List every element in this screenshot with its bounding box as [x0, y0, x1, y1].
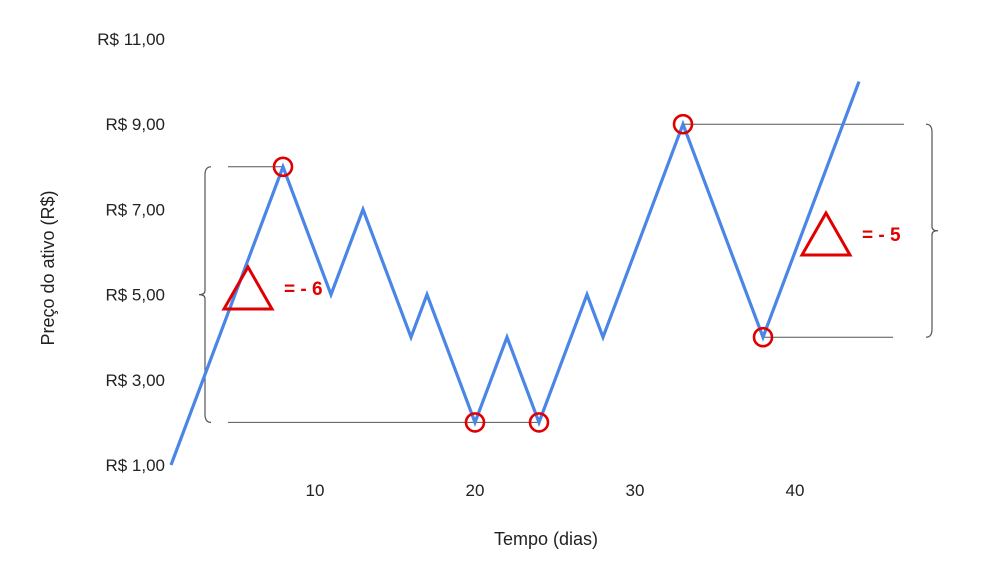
- delta-label: = - 5: [862, 225, 901, 246]
- highlight-markers: [272, 113, 774, 433]
- y-axis-title: Preço do ativo (R$): [38, 190, 58, 345]
- y-tick-label: R$ 3,00: [105, 371, 165, 390]
- curly-brace: [198, 166, 212, 423]
- highlight-circle: [272, 156, 294, 178]
- highlight-circle: [528, 412, 550, 433]
- annotation-layer: = - 6 = - 5: [221, 209, 901, 311]
- highlight-circle: [672, 113, 694, 135]
- delta-triangle: [221, 263, 275, 311]
- delta-label: = - 6: [284, 279, 323, 300]
- curly-brace: [925, 123, 939, 338]
- highlight-circle: [464, 412, 486, 433]
- x-tick-label: 40: [786, 481, 805, 500]
- y-tick-label: R$ 11,00: [97, 30, 165, 49]
- x-tick-label: 30: [626, 481, 645, 500]
- x-tick-label: 10: [306, 481, 325, 500]
- x-axis-ticks: 10 20 30 40: [306, 481, 805, 500]
- y-tick-label: R$ 5,00: [105, 286, 165, 305]
- y-axis-ticks: R$ 1,00 R$ 3,00 R$ 5,00 R$ 7,00 R$ 9,00 R$ 11…: [97, 30, 165, 475]
- reference-lines: [228, 123, 904, 423]
- y-tick-label: R$ 1,00: [105, 456, 165, 475]
- y-tick-label: R$ 7,00: [105, 200, 165, 219]
- price-line: [169, 81, 861, 466]
- series-layer: [169, 81, 861, 466]
- delta-triangle: [799, 209, 853, 257]
- drawdown-brackets: [198, 123, 939, 423]
- y-tick-label: R$ 9,00: [105, 115, 165, 134]
- x-axis-title: Tempo (dias): [494, 529, 598, 549]
- highlight-circle: [752, 326, 774, 348]
- x-tick-label: 20: [466, 481, 485, 500]
